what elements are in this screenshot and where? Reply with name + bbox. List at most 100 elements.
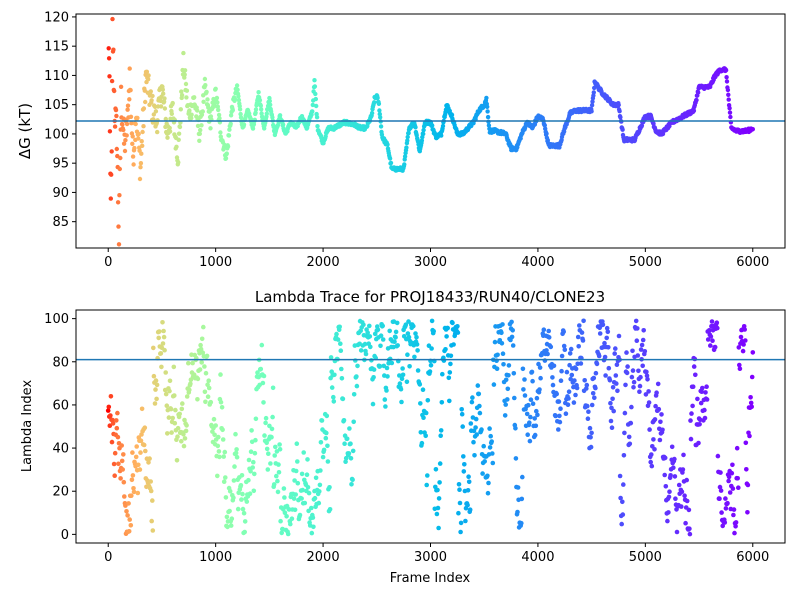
lambda-point — [738, 334, 744, 340]
lambda-point — [147, 456, 152, 461]
lambda-point — [686, 507, 692, 513]
lambda-point — [220, 437, 226, 442]
lambda-point — [509, 334, 515, 340]
lambda-point — [619, 521, 624, 527]
lambda-point — [239, 497, 244, 502]
delta-g-point — [153, 109, 159, 114]
delta-g-y-tick-label: 90 — [52, 186, 69, 201]
delta-g-point — [238, 111, 243, 117]
delta-g-point — [125, 103, 131, 108]
delta-g-point — [112, 88, 117, 94]
delta-g-point — [237, 103, 242, 109]
lambda-point — [457, 487, 462, 493]
lambda-point — [115, 410, 120, 416]
delta-g-point — [127, 97, 132, 102]
lambda-point — [339, 366, 344, 372]
lambda-point — [318, 468, 323, 473]
delta-g-point — [449, 112, 455, 118]
delta-g-point — [121, 127, 126, 133]
lambda-point — [116, 461, 121, 467]
lambda-point — [240, 491, 245, 497]
lambda-point — [425, 398, 431, 403]
lambda-point — [603, 373, 608, 378]
delta-g-point — [174, 144, 179, 149]
lambda-point — [276, 470, 282, 475]
lambda-point — [480, 471, 485, 476]
lambda-point — [568, 376, 573, 382]
lambda-y-tick-label: 0 — [61, 528, 69, 543]
lambda-point — [469, 399, 475, 405]
lambda-point — [167, 378, 173, 384]
lambda-point — [354, 374, 359, 379]
delta-g-point — [694, 97, 699, 103]
lambda-point — [418, 401, 423, 406]
delta-g-point — [201, 99, 206, 105]
lambda-point — [710, 338, 715, 344]
lambda-point — [130, 450, 135, 455]
lambda-point — [495, 352, 500, 358]
lambda-point — [319, 418, 325, 423]
lambda-point — [273, 444, 278, 450]
lambda-point — [465, 502, 470, 508]
lambda-point — [567, 362, 572, 368]
lambda-point — [512, 395, 517, 401]
lambda-point — [262, 433, 267, 438]
lambda-point — [377, 363, 383, 369]
lambda-point — [418, 430, 424, 435]
delta-g-point — [170, 100, 175, 106]
lambda-point — [681, 452, 686, 458]
delta-g-point — [116, 224, 121, 229]
delta-g-point — [109, 78, 115, 84]
lambda-point — [723, 506, 729, 511]
lambda-point — [609, 425, 615, 431]
lambda-point — [223, 475, 228, 480]
lambda-point — [529, 369, 535, 375]
lambda-point — [637, 383, 643, 389]
delta-g-point — [404, 145, 409, 150]
lambda-point — [427, 369, 433, 374]
lambda-point — [350, 477, 355, 483]
lambda-point — [423, 433, 429, 439]
lambda-point — [240, 506, 246, 512]
lambda-point — [205, 394, 211, 400]
lambda-point — [580, 338, 586, 343]
lambda-point — [715, 453, 721, 459]
lambda-point — [726, 474, 732, 480]
lambda-point — [157, 329, 162, 334]
lambda-point — [591, 375, 597, 381]
lambda-point — [318, 440, 324, 445]
lambda-point — [458, 520, 464, 526]
delta-g-point — [106, 8, 110, 12]
lambda-point — [225, 524, 230, 530]
lambda-point — [455, 324, 460, 329]
lambda-point — [487, 426, 492, 431]
lambda-point — [271, 482, 277, 487]
lambda-point — [199, 360, 204, 365]
lambda-point — [190, 360, 195, 366]
lambda-point — [720, 523, 725, 529]
lambda-point — [702, 407, 707, 413]
lambda-point — [417, 382, 423, 387]
lambda-point — [324, 413, 330, 419]
lambda-point — [653, 403, 658, 409]
delta-g-point — [237, 107, 243, 112]
lambda-point — [652, 447, 657, 452]
lambda-point — [492, 339, 498, 345]
delta-g-point — [314, 115, 320, 120]
delta-g-point — [216, 107, 221, 113]
lambda-point — [445, 325, 451, 331]
lambda-point — [251, 459, 256, 465]
lambda-point — [500, 322, 505, 327]
lambda-point — [299, 471, 305, 477]
delta-g-point — [130, 134, 135, 139]
lambda-point — [575, 334, 581, 340]
delta-g-point — [106, 56, 112, 61]
delta-g-point — [128, 88, 133, 93]
lambda-point — [490, 460, 496, 466]
lambda-point — [380, 337, 386, 342]
lambda-point — [534, 395, 540, 401]
lambda-point — [229, 516, 235, 521]
lambda-point — [148, 479, 153, 484]
delta-g-point — [106, 46, 111, 51]
